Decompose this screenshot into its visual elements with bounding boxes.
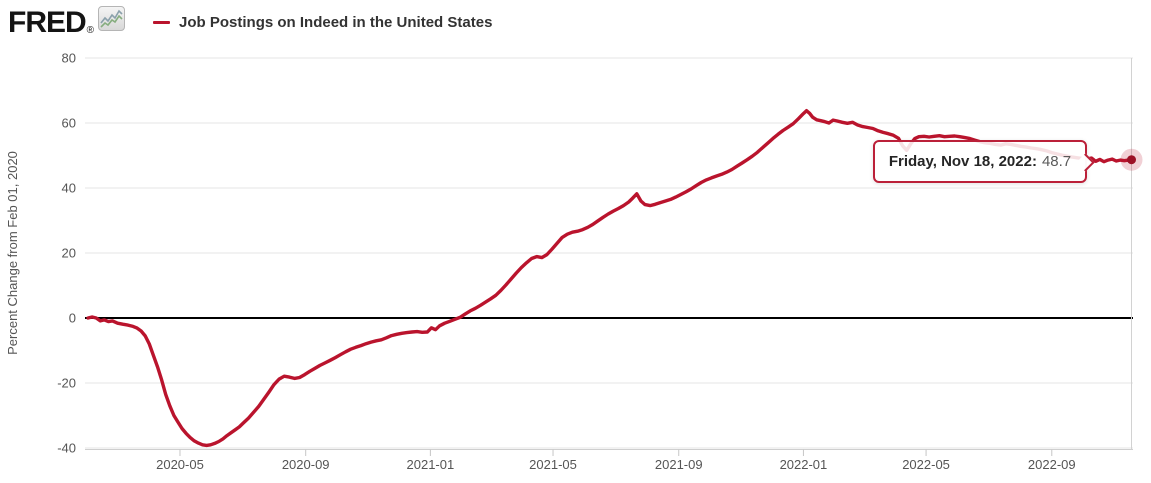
fred-logo-text: FRED (8, 6, 87, 39)
fred-logo[interactable]: FRED ® (8, 6, 126, 39)
chart-header: FRED ® Job Postings on Indeed in the Uni… (8, 4, 492, 40)
x-axis-tick-label: 2022-09 (1028, 457, 1076, 472)
hover-tooltip: Friday, Nov 18, 2022: 48.7 (873, 140, 1095, 183)
y-axis-tick-label: 80 (62, 51, 76, 66)
registered-trademark-symbol: ® (86, 25, 95, 36)
x-axis-tick-label: 2020-09 (282, 457, 330, 472)
fred-sparkline-icon (98, 6, 126, 36)
x-axis-tick-label: 2022-01 (780, 457, 828, 472)
y-axis-title: Percent Change from Feb 01, 2020 (5, 151, 20, 355)
series-color-dash-icon (153, 20, 171, 24)
y-axis-tick-label: 0 (69, 311, 76, 326)
y-axis-tick-label: -40 (57, 441, 76, 456)
x-axis-tick-label: 2021-05 (529, 457, 577, 472)
series-line[interactable] (86, 109, 1134, 448)
x-axis-tick-label: 2021-01 (407, 457, 455, 472)
y-axis-tick-label: 20 (62, 246, 76, 261)
tooltip-value: 48.7 (1041, 153, 1072, 170)
series-legend[interactable]: Job Postings on Indeed in the United Sta… (153, 14, 492, 31)
x-axis-tick-label: 2022-05 (902, 457, 950, 472)
tooltip-date: Friday, Nov 18, 2022: (888, 153, 1037, 170)
hover-point-dot[interactable] (1127, 155, 1136, 165)
y-axis-tick-label: -20 (57, 376, 76, 391)
x-axis-tick-label: 2021-09 (655, 457, 703, 472)
series-legend-label: Job Postings on Indeed in the United Sta… (179, 13, 493, 31)
y-axis-tick-label: 60 (62, 116, 76, 131)
x-axis-tick-label: 2020-05 (156, 457, 204, 472)
y-axis-tick-label: 40 (62, 181, 76, 196)
